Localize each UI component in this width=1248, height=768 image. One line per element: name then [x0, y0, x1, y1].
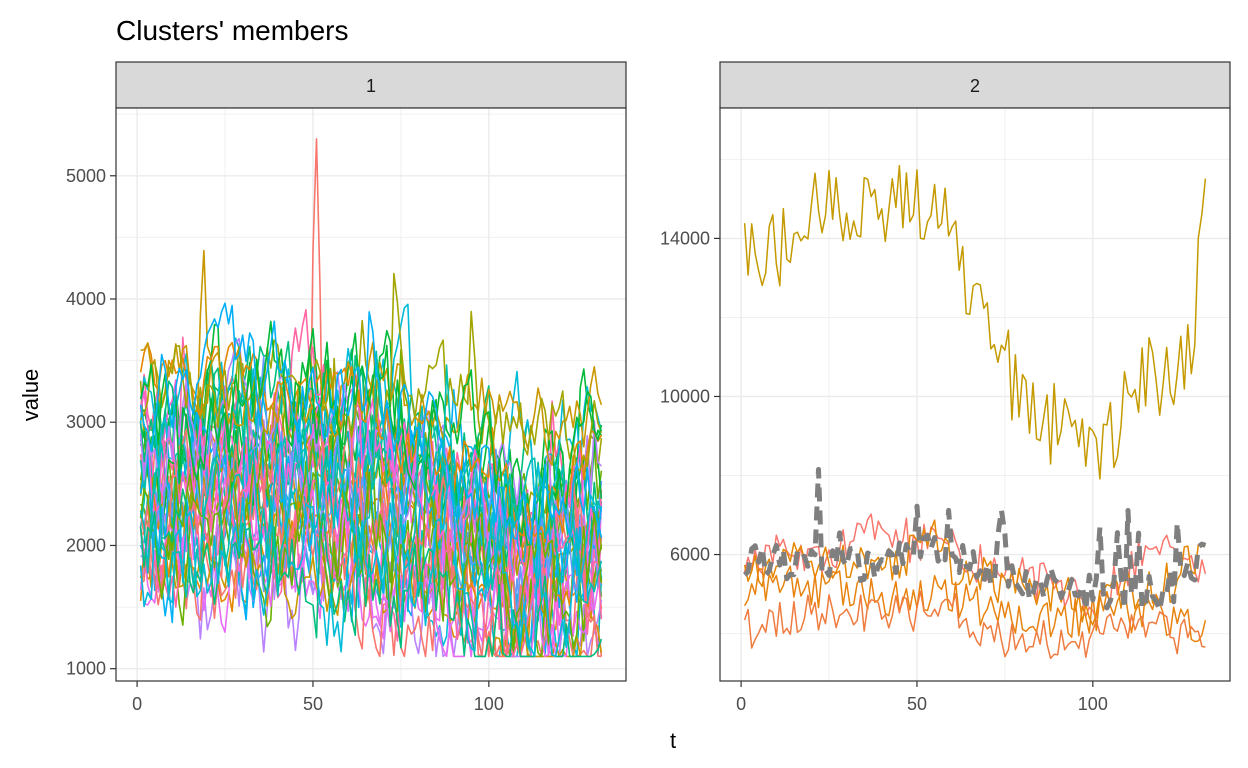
series-line: [139, 320, 603, 546]
series-line: [743, 590, 1206, 660]
series-line: [139, 350, 603, 640]
series-line: [139, 345, 602, 555]
x-tick-label: 50: [907, 694, 927, 714]
y-axis-title: value: [18, 369, 43, 422]
strip-2: [719, 61, 1231, 109]
series-group-1: [139, 138, 603, 658]
series-line: [743, 565, 1207, 643]
facet-panel-2: 2 0 50 100 6000 10000 14000: [660, 61, 1231, 714]
x-tick-label: 100: [474, 694, 504, 714]
axes-2: 0 50 100 6000 10000 14000: [660, 228, 1108, 714]
y-tick-label: 3000: [66, 412, 106, 432]
y-tick-label: 14000: [660, 228, 710, 248]
series-line: [140, 341, 603, 466]
y-tick-label: 5000: [66, 166, 106, 186]
panel-border-1: [115, 107, 627, 682]
series-line: [139, 302, 603, 546]
chart-title: Clusters' members: [116, 15, 349, 46]
x-tick-label: 0: [132, 694, 142, 714]
series-line: [139, 455, 603, 658]
series-line: [139, 272, 603, 472]
series-line: [743, 164, 1207, 480]
y-tick-label: 6000: [670, 545, 710, 565]
x-axis-title: t: [670, 728, 676, 753]
x-tick-label: 50: [303, 694, 323, 714]
series-group-2: [742, 164, 1207, 660]
series-line: [139, 309, 603, 630]
centroid-line: [742, 467, 1207, 613]
facet-panel-1: 1 0 50 100 1000 2000 3000 4000 5000: [66, 61, 627, 714]
strip-label-2: 2: [970, 76, 980, 96]
y-tick-label: 2000: [66, 535, 106, 555]
y-tick-label: 4000: [66, 289, 106, 309]
strip-1: [115, 61, 627, 109]
y-tick-label: 10000: [660, 386, 710, 406]
strip-label-1: 1: [366, 76, 376, 96]
axes-1: 0 50 100 1000 2000 3000 4000 5000: [66, 166, 504, 714]
x-tick-label: 0: [736, 694, 746, 714]
x-tick-label: 100: [1078, 694, 1108, 714]
y-tick-label: 1000: [66, 659, 106, 679]
panel-border-2: [719, 107, 1231, 682]
series-line: [139, 441, 602, 658]
